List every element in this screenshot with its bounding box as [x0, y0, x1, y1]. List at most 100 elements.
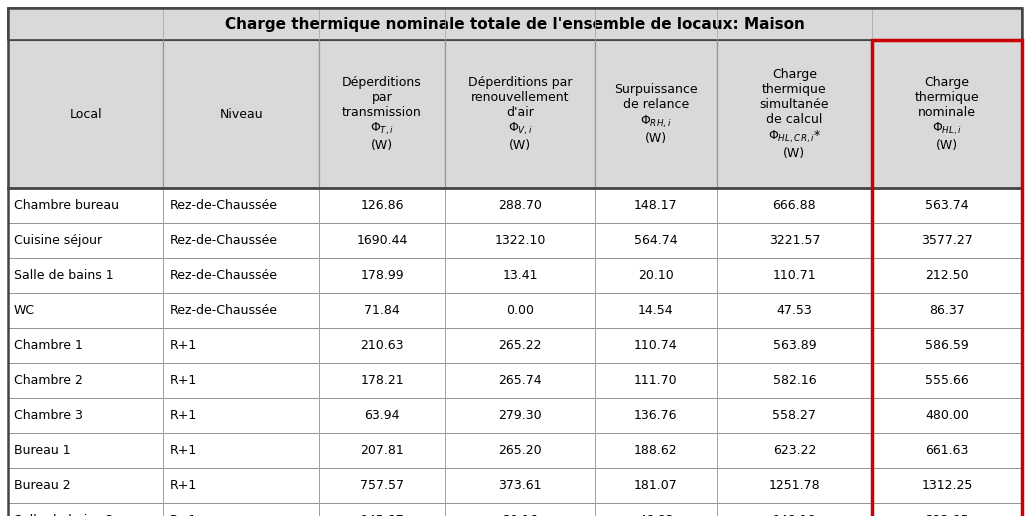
Text: Bureau 2: Bureau 2 — [14, 479, 71, 492]
Bar — [445, 328, 595, 363]
Text: R+1: R+1 — [170, 409, 197, 422]
Bar — [445, 398, 595, 433]
Text: 288.70: 288.70 — [499, 199, 542, 212]
Text: 563.89: 563.89 — [772, 339, 816, 352]
Bar — [872, 40, 1022, 516]
Bar — [319, 223, 445, 258]
Text: Rez-de-Chaussée: Rez-de-Chaussée — [170, 269, 277, 282]
Bar — [164, 258, 319, 293]
Bar — [445, 293, 595, 328]
Text: R+1: R+1 — [170, 339, 197, 352]
Bar — [8, 223, 164, 258]
Text: R+1: R+1 — [170, 444, 197, 457]
Text: R+1: R+1 — [170, 479, 197, 492]
Text: Chambre 1: Chambre 1 — [14, 339, 82, 352]
Bar — [717, 188, 872, 223]
Bar — [8, 188, 164, 223]
Bar — [717, 40, 872, 188]
Bar — [872, 433, 1022, 468]
Text: Rez-de-Chaussée: Rez-de-Chaussée — [170, 199, 277, 212]
Bar — [319, 468, 445, 503]
Bar — [717, 398, 872, 433]
Text: Charge thermique nominale totale de l'ensemble de locaux: Maison: Charge thermique nominale totale de l'en… — [226, 17, 804, 31]
Text: 63.94: 63.94 — [365, 409, 400, 422]
Bar — [445, 258, 595, 293]
Bar — [717, 293, 872, 328]
Bar — [595, 40, 717, 188]
Text: 188.62: 188.62 — [634, 444, 678, 457]
Text: Charge
thermique
simultanée
de calcul
$\Phi_{HL,CR,i}$*
(W): Charge thermique simultanée de calcul $\… — [760, 68, 829, 160]
Bar — [717, 258, 872, 293]
Bar — [595, 188, 717, 223]
Text: Rez-de-Chaussée: Rez-de-Chaussée — [170, 234, 277, 247]
Text: 222.85: 222.85 — [925, 514, 969, 516]
Text: 558.27: 558.27 — [772, 409, 817, 422]
Text: Bureau 1: Bureau 1 — [14, 444, 71, 457]
Bar — [445, 223, 595, 258]
Text: 1690.44: 1690.44 — [356, 234, 408, 247]
Text: Rez-de-Chaussée: Rez-de-Chaussée — [170, 304, 277, 317]
Text: Local: Local — [69, 107, 102, 121]
Bar — [717, 223, 872, 258]
Bar — [164, 433, 319, 468]
Bar — [445, 468, 595, 503]
Text: 148.17: 148.17 — [634, 199, 678, 212]
Bar — [8, 8, 1022, 40]
Text: 661.63: 661.63 — [925, 444, 969, 457]
Bar — [319, 188, 445, 223]
Bar — [872, 40, 1022, 188]
Text: 563.74: 563.74 — [925, 199, 969, 212]
Text: 210.63: 210.63 — [360, 339, 404, 352]
Bar — [164, 328, 319, 363]
Text: 14.54: 14.54 — [638, 304, 674, 317]
Bar — [319, 398, 445, 433]
Text: 1312.25: 1312.25 — [922, 479, 972, 492]
Text: 111.70: 111.70 — [634, 374, 678, 387]
Bar — [872, 223, 1022, 258]
Bar — [319, 40, 445, 188]
Bar — [8, 468, 164, 503]
Text: 555.66: 555.66 — [925, 374, 969, 387]
Text: 71.84: 71.84 — [365, 304, 400, 317]
Text: 47.53: 47.53 — [777, 304, 813, 317]
Text: Chambre 3: Chambre 3 — [14, 409, 82, 422]
Bar — [595, 433, 717, 468]
Text: Salle de bains 1: Salle de bains 1 — [14, 269, 113, 282]
Text: Surpuissance
de relance
$\Phi_{RH,i}$
(W): Surpuissance de relance $\Phi_{RH,i}$ (W… — [614, 83, 697, 145]
Bar — [872, 328, 1022, 363]
Text: 207.81: 207.81 — [360, 444, 404, 457]
Text: Charge
thermique
nominale
$\Phi_{HL,i}$
(W): Charge thermique nominale $\Phi_{HL,i}$ … — [915, 76, 980, 152]
Text: 20.10: 20.10 — [638, 269, 674, 282]
Bar — [8, 258, 164, 293]
Text: 110.71: 110.71 — [772, 269, 816, 282]
Bar — [872, 398, 1022, 433]
Text: 212.50: 212.50 — [925, 269, 969, 282]
Text: 564.74: 564.74 — [634, 234, 678, 247]
Bar — [8, 363, 164, 398]
Bar — [319, 503, 445, 516]
Bar — [445, 503, 595, 516]
Bar — [164, 363, 319, 398]
Bar — [164, 398, 319, 433]
Text: 148.18: 148.18 — [772, 514, 816, 516]
Text: 30.16: 30.16 — [503, 514, 538, 516]
Bar — [319, 363, 445, 398]
Bar — [8, 328, 164, 363]
Text: 582.16: 582.16 — [772, 374, 816, 387]
Bar — [717, 328, 872, 363]
Text: 265.74: 265.74 — [499, 374, 542, 387]
Text: 666.88: 666.88 — [772, 199, 816, 212]
Bar — [445, 40, 595, 188]
Text: 279.30: 279.30 — [499, 409, 542, 422]
Text: 13.41: 13.41 — [503, 269, 538, 282]
Text: 373.61: 373.61 — [499, 479, 542, 492]
Bar — [164, 223, 319, 258]
Text: 480.00: 480.00 — [925, 409, 969, 422]
Text: 46.83: 46.83 — [638, 514, 674, 516]
Text: 1251.78: 1251.78 — [768, 479, 820, 492]
Bar — [872, 503, 1022, 516]
Bar — [595, 223, 717, 258]
Text: 136.76: 136.76 — [634, 409, 678, 422]
Text: 757.57: 757.57 — [360, 479, 404, 492]
Bar — [595, 258, 717, 293]
